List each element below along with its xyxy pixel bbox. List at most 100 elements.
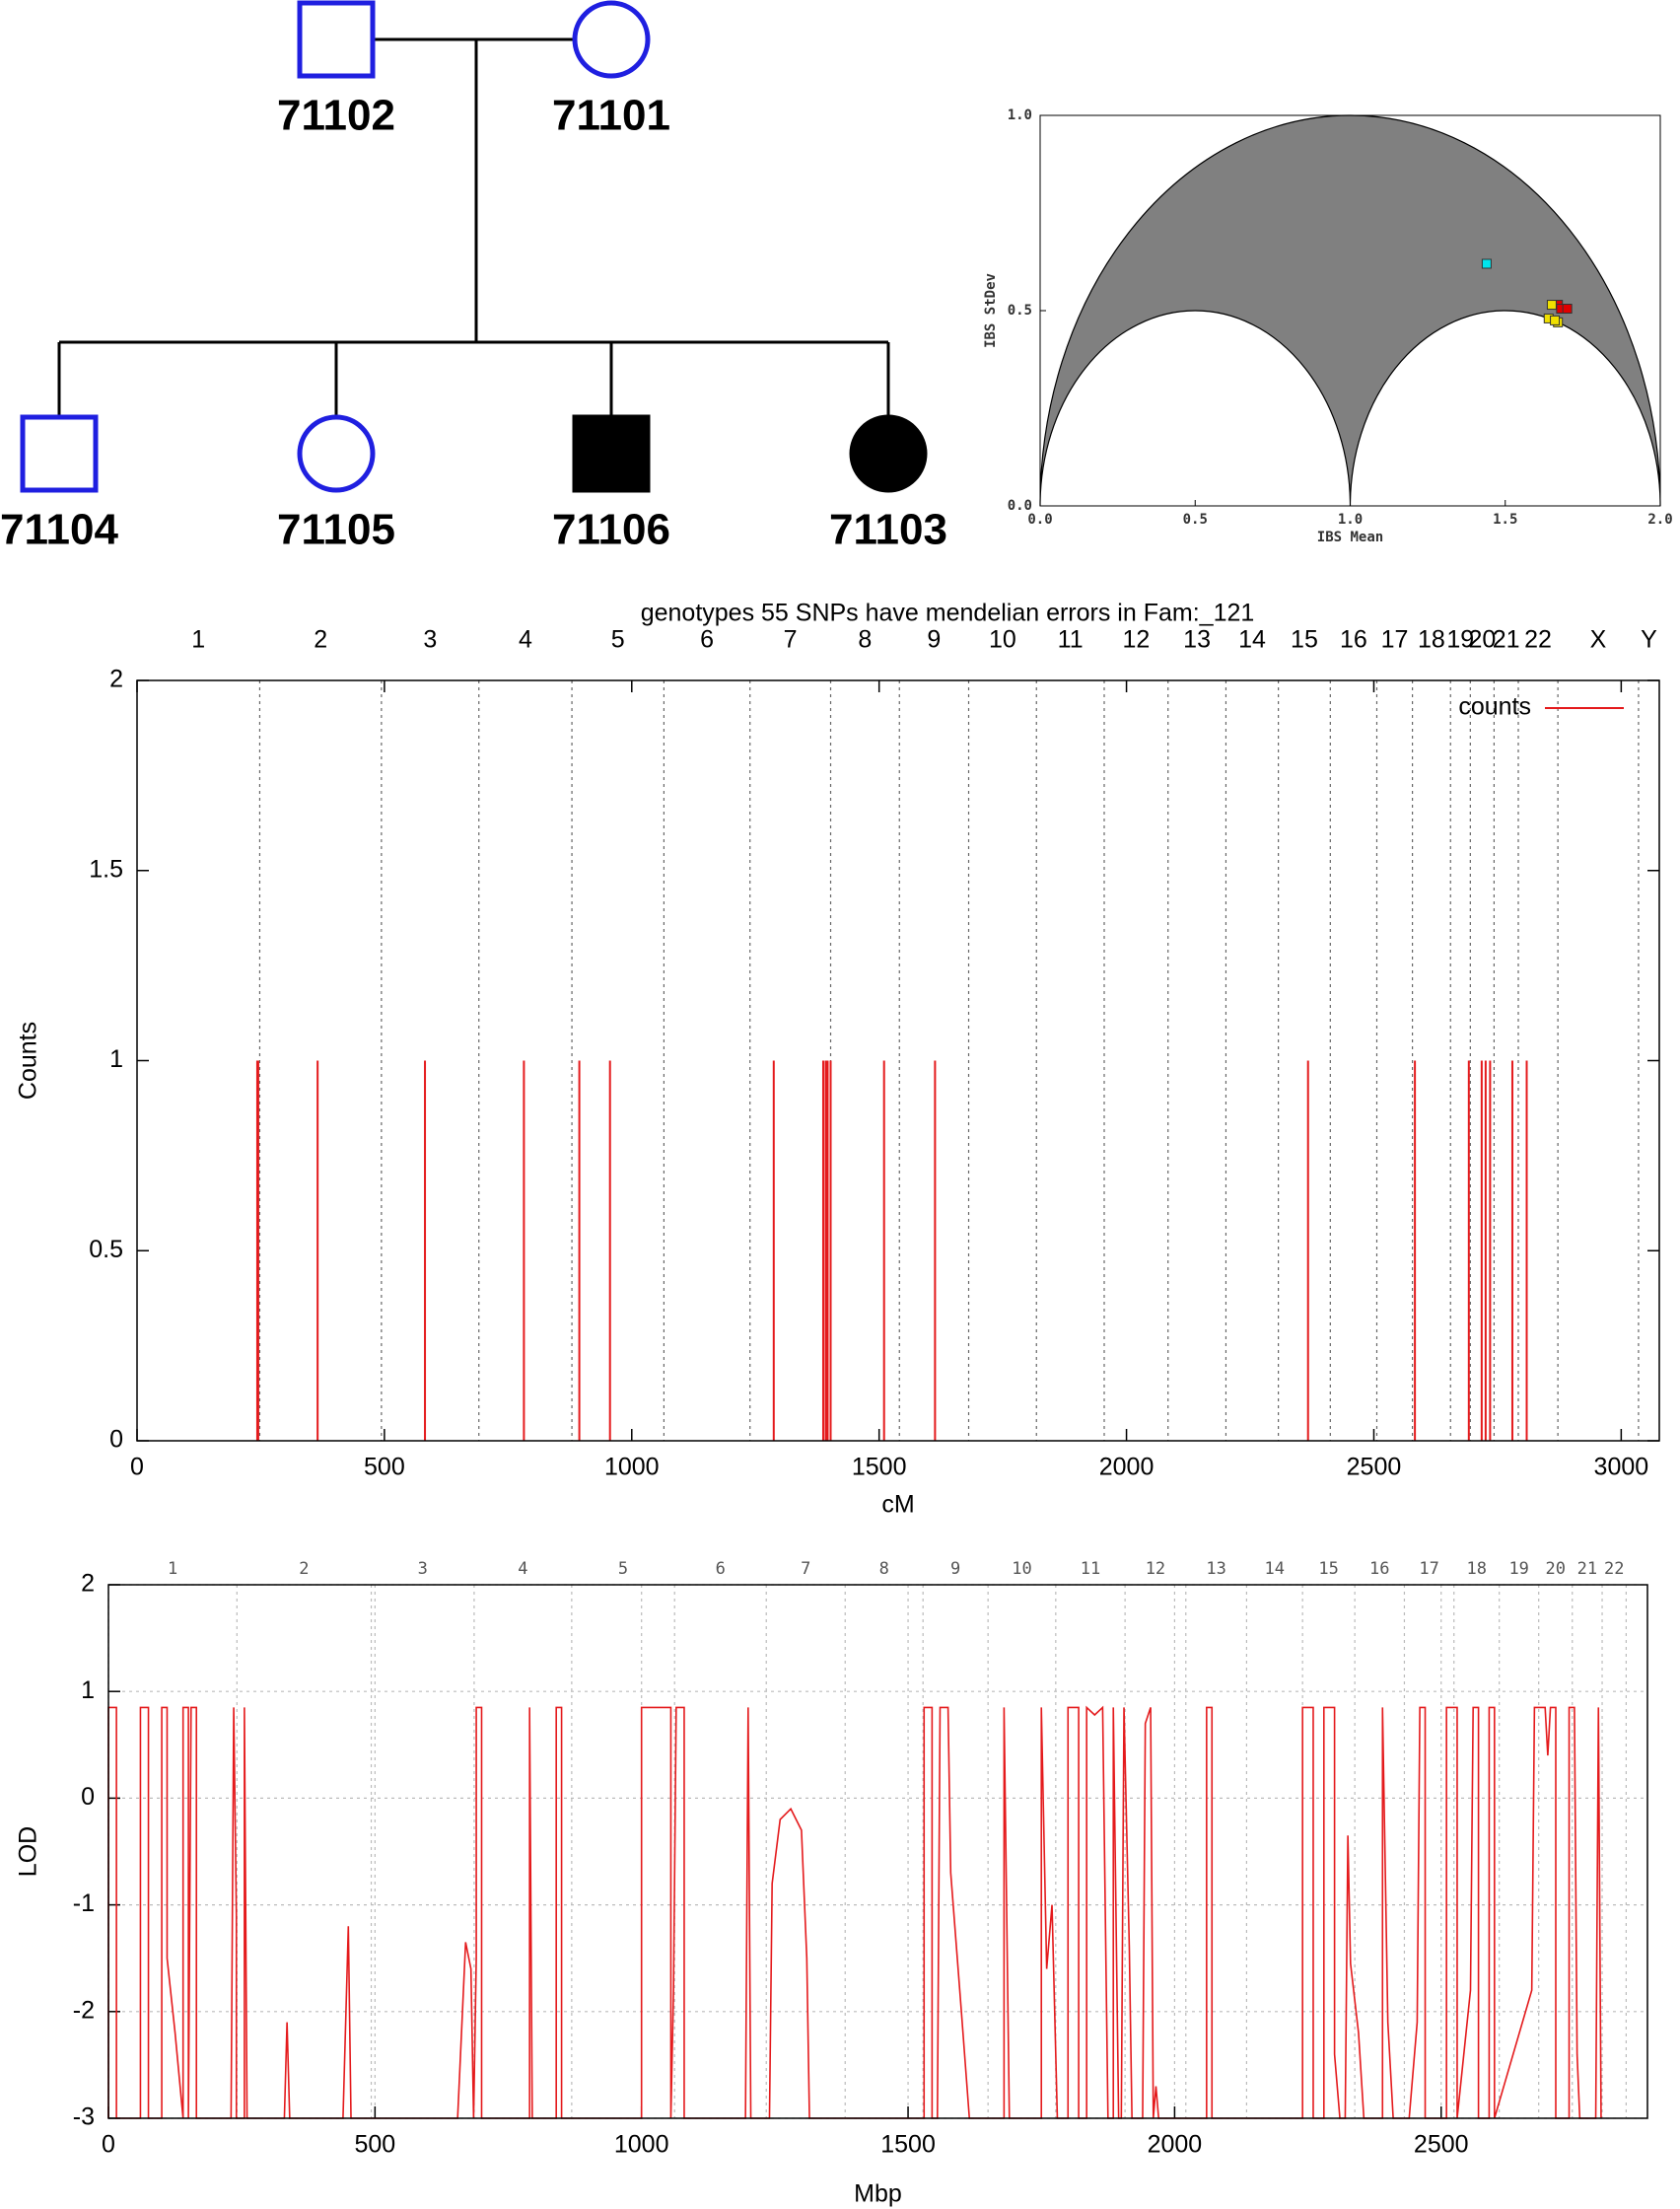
chromosome-label: 17: [1381, 626, 1409, 654]
y-tick-label: 1.0: [1008, 107, 1032, 123]
y-tick-label: -3: [73, 2103, 95, 2131]
ibs-region: [1039, 114, 1661, 507]
x-tick-label: 1500: [880, 2131, 936, 2159]
x-tick-label: 1500: [852, 1454, 907, 1481]
y-axis-label: LOD: [15, 1826, 42, 1877]
node-label: 71106: [552, 506, 670, 554]
chromosome-label: 8: [879, 1559, 889, 1579]
chromosome-label: 2: [299, 1559, 309, 1579]
y-tick-label: 0: [81, 1783, 95, 1811]
y-axis-label: Counts: [15, 1022, 42, 1100]
chromosome-label: 10: [1012, 1559, 1031, 1579]
chromosome-label: 20: [1468, 626, 1496, 654]
y-tick-label: 0.0: [1008, 498, 1032, 514]
point: [1562, 304, 1573, 315]
y-tick-label: 2: [109, 666, 123, 693]
chromosome-label: 4: [519, 626, 532, 654]
y-tick-label: 1.5: [89, 855, 123, 883]
x-tick-label: 0: [130, 1454, 144, 1481]
chromosome-label: 6: [700, 626, 714, 654]
chromosome-label: 1: [168, 1559, 177, 1579]
x-tick-label: 3000: [1594, 1454, 1649, 1481]
x-tick-label: 1.5: [1493, 512, 1517, 528]
node-label: 71102: [277, 92, 395, 140]
node-label: 71105: [277, 506, 395, 554]
chromosome-label: 22: [1604, 1559, 1624, 1579]
x-tick-label: 2000: [1148, 2131, 1203, 2159]
chromosome-label: 13: [1183, 626, 1211, 654]
male-node: [297, 0, 376, 79]
chromosome-label: 21: [1493, 626, 1520, 654]
chromosome-label: 10: [989, 626, 1016, 654]
chromosome-label: 19: [1508, 1559, 1528, 1579]
x-tick-label: 2.0: [1647, 512, 1672, 528]
plot-frame: [107, 1584, 1648, 2119]
x-tick-label: 2500: [1347, 1454, 1402, 1481]
y-tick-label: -1: [73, 1889, 95, 1917]
chromosome-label: 20: [1545, 1559, 1565, 1579]
x-tick-label: 1.0: [1338, 512, 1363, 528]
x-tick-label: 1000: [604, 1454, 660, 1481]
chromosome-label: 18: [1418, 626, 1445, 654]
chromosome-label: 5: [611, 626, 625, 654]
chromosome-label: Y: [1641, 626, 1657, 654]
x-tick-label: 0.0: [1027, 512, 1052, 528]
x-tick-label: 0.5: [1183, 512, 1208, 528]
chromosome-label: 17: [1419, 1559, 1438, 1579]
x-tick-label: 0: [102, 2131, 115, 2159]
x-axis-label: cM: [881, 1491, 914, 1519]
plot-frame: [136, 679, 1660, 1442]
x-tick-label: 2000: [1099, 1454, 1155, 1481]
chromosome-label: 13: [1206, 1559, 1225, 1579]
male-node: [20, 414, 99, 493]
node-label: 71101: [552, 92, 670, 140]
chromosome-label: 3: [418, 1559, 428, 1579]
y-tick-label: -2: [73, 1996, 95, 2024]
x-tick-label: 2500: [1414, 2131, 1469, 2159]
y-tick-label: 2: [81, 1570, 95, 1598]
female-node: [572, 0, 651, 79]
lod-line: [107, 1705, 1602, 2119]
chromosome-label: 12: [1146, 1559, 1165, 1579]
chromosome-label: 22: [1524, 626, 1552, 654]
male-node: [572, 414, 651, 493]
chart-title: genotypes 55 SNPs have mendelian errors …: [641, 600, 1255, 627]
node-label: 71104: [0, 506, 118, 554]
chromosome-label: 16: [1340, 626, 1367, 654]
chromosome-label: 19: [1446, 626, 1474, 654]
chromosome-label: 9: [927, 626, 941, 654]
chromosome-label: 6: [716, 1559, 726, 1579]
x-axis-label: IBS Mean: [1317, 530, 1383, 545]
legend-label: counts: [1458, 693, 1531, 721]
y-tick-label: 0: [109, 1426, 123, 1454]
chromosome-label: 16: [1369, 1559, 1389, 1579]
node-label: 71103: [829, 506, 947, 554]
y-axis-label: IBS StDev: [983, 273, 999, 348]
chromosome-label: 11: [1058, 626, 1084, 654]
chromosome-label: X: [1590, 626, 1607, 654]
y-tick-label: 0.5: [89, 1236, 123, 1263]
x-tick-label: 500: [364, 1454, 405, 1481]
y-tick-label: 1: [109, 1045, 123, 1073]
point: [1546, 300, 1557, 311]
chromosome-label: 4: [518, 1559, 527, 1579]
y-tick-label: 1: [81, 1676, 95, 1704]
chromosome-label: 15: [1291, 626, 1318, 654]
x-tick-label: 500: [354, 2131, 395, 2159]
x-tick-label: 1000: [614, 2131, 669, 2159]
point: [1481, 258, 1492, 269]
chromosome-label: 3: [423, 626, 437, 654]
chromosome-label: 1: [191, 626, 205, 654]
chromosome-label: 18: [1466, 1559, 1486, 1579]
chromosome-label: 7: [801, 1559, 810, 1579]
chromosome-label: 11: [1081, 1559, 1100, 1579]
point: [1550, 315, 1561, 325]
chromosome-label: 9: [950, 1559, 960, 1579]
chromosome-label: 21: [1577, 1559, 1597, 1579]
chromosome-label: 8: [858, 626, 872, 654]
chromosome-label: 2: [314, 626, 327, 654]
chromosome-label: 14: [1265, 1559, 1285, 1579]
chromosome-label: 12: [1122, 626, 1150, 654]
female-node: [297, 414, 376, 493]
